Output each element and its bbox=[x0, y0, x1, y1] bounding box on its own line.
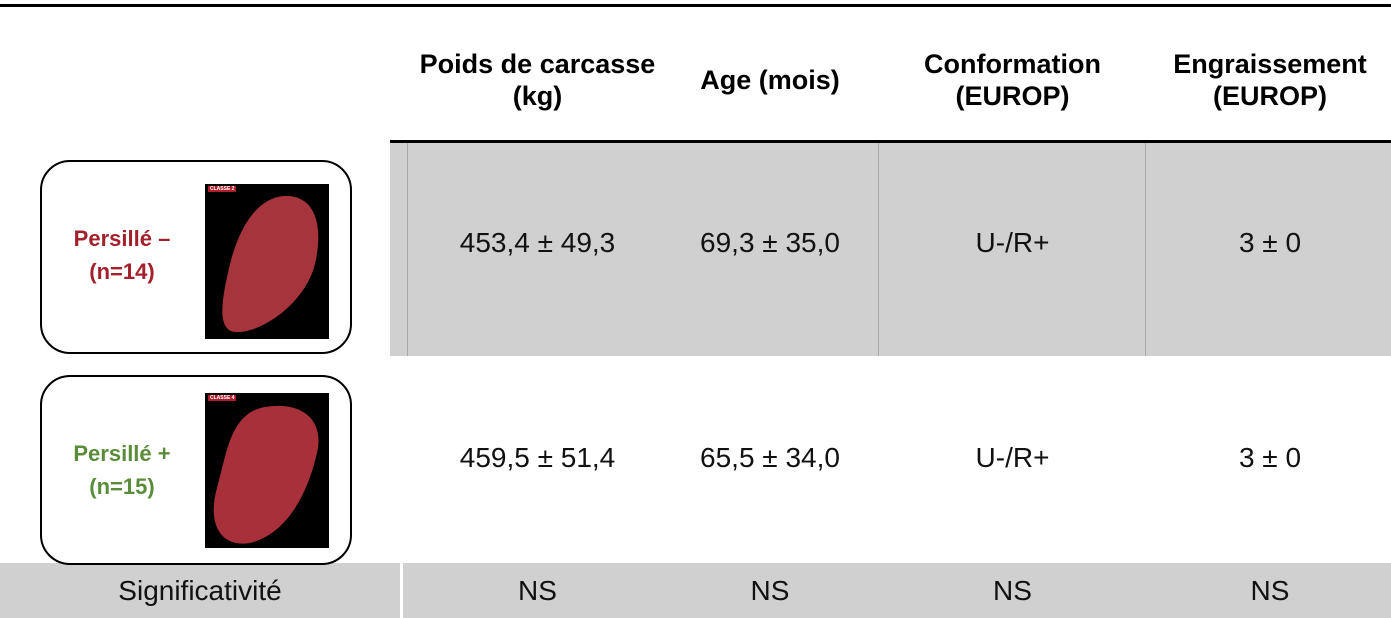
footer-cell: NS bbox=[660, 563, 880, 618]
row-count: (n=14) bbox=[42, 255, 202, 288]
row-count: (n=15) bbox=[42, 470, 202, 503]
column-header: Conformation (EUROP) bbox=[880, 30, 1145, 130]
table-cell: 453,4 ± 49,3 bbox=[410, 143, 665, 343]
row-label-box: Persillé –(n=14) CLASSE 2 bbox=[40, 160, 352, 354]
row-label-box: Persillé +(n=15) CLASSE 4 bbox=[40, 375, 352, 565]
footer-cell: NS bbox=[880, 563, 1145, 618]
top-rule bbox=[0, 4, 1391, 7]
meat-shape bbox=[214, 406, 319, 544]
cell-divider bbox=[407, 143, 408, 356]
table-cell: 65,5 ± 34,0 bbox=[660, 358, 880, 558]
column-header: Engraissement (EUROP) bbox=[1140, 30, 1391, 130]
table-cell: 3 ± 0 bbox=[1140, 143, 1391, 343]
row-label: Persillé –(n=14) bbox=[42, 222, 202, 288]
meat-photo: CLASSE 2 bbox=[205, 184, 329, 339]
table-cell: U-/R+ bbox=[880, 143, 1145, 343]
photo-tag: CLASSE 4 bbox=[208, 395, 236, 401]
table-cell: U-/R+ bbox=[880, 358, 1145, 558]
meat-photo: CLASSE 4 bbox=[205, 393, 329, 548]
footer-divider bbox=[400, 563, 403, 618]
footer-cell: NS bbox=[410, 563, 665, 618]
photo-tag: CLASSE 2 bbox=[208, 186, 236, 192]
row-name: Persillé – bbox=[42, 222, 202, 255]
footer-cell: NS bbox=[1140, 563, 1391, 618]
meat-image bbox=[205, 393, 329, 548]
slide: Poids de carcasse (kg)Age (mois)Conforma… bbox=[0, 0, 1391, 618]
row-label: Persillé +(n=15) bbox=[42, 437, 202, 503]
table-cell: 3 ± 0 bbox=[1140, 358, 1391, 558]
row-name: Persillé + bbox=[42, 437, 202, 470]
table-cell: 459,5 ± 51,4 bbox=[410, 358, 665, 558]
meat-shape bbox=[222, 196, 318, 332]
meat-image bbox=[205, 184, 329, 339]
column-header: Poids de carcasse (kg) bbox=[410, 30, 665, 130]
table-cell: 69,3 ± 35,0 bbox=[660, 143, 880, 343]
column-header: Age (mois) bbox=[660, 30, 880, 130]
footer-label: Significativité bbox=[0, 563, 400, 618]
